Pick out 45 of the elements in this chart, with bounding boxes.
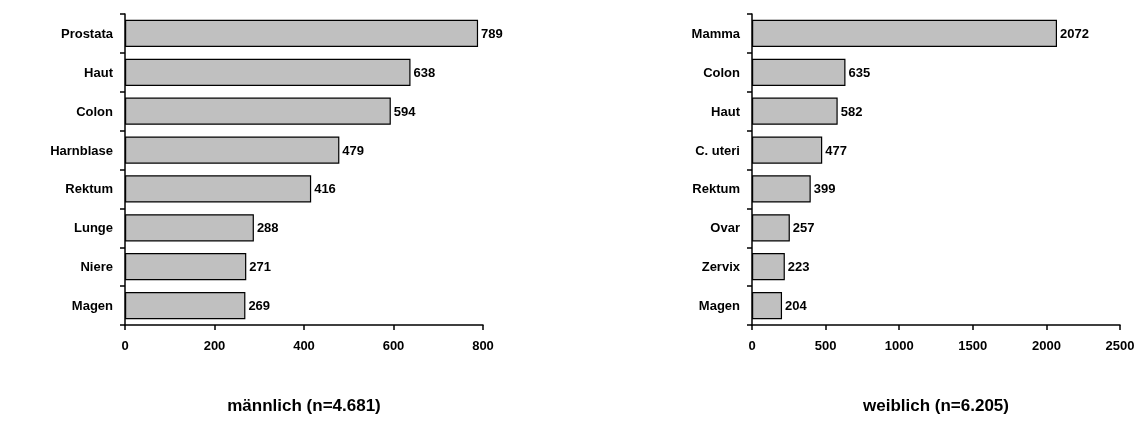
data-label: 204 [785, 298, 808, 314]
data-label: 582 [840, 103, 863, 119]
data-label: 288 [256, 220, 279, 236]
y-tick-label: Colon [76, 103, 114, 119]
x-tick-label: 200 [203, 338, 226, 353]
x-tick-label: 2500 [1105, 338, 1135, 353]
data-label: 594 [393, 103, 417, 119]
y-tick-label: Magen [698, 298, 741, 314]
y-tick-label: Colon [703, 64, 741, 80]
data-label: 638 [413, 64, 436, 80]
y-tick-label: Zervix [701, 259, 741, 275]
data-label: 399 [813, 181, 836, 197]
y-tick-label: Lunge [74, 220, 113, 236]
y-tick-label: Niere [80, 259, 113, 275]
y-tick-label: Magen [71, 298, 114, 314]
y-tick-label: Mamma [691, 25, 741, 41]
y-tick-label: Harnblase [50, 142, 113, 158]
y-tick-label: Ovar [710, 220, 740, 236]
data-label: 479 [342, 142, 365, 158]
y-tick-label: Haut [84, 64, 114, 80]
y-tick-label: Haut [711, 103, 741, 119]
x-tick-label: 400 [293, 338, 315, 353]
x-tick-label: 500 [814, 338, 837, 353]
x-tick-label: 600 [382, 338, 405, 353]
x-tick-label: 1500 [958, 338, 988, 353]
data-label: 2072 [1060, 25, 1089, 41]
x-tick-label: 800 [472, 338, 494, 353]
data-label: 635 [848, 64, 871, 80]
x-tick-label: 2000 [1031, 338, 1061, 353]
data-label: 269 [248, 298, 271, 314]
x-tick-label: 0 [748, 338, 756, 353]
y-tick-label: Rektum [692, 181, 740, 197]
data-label: 789 [481, 25, 503, 41]
data-label: 223 [787, 259, 810, 275]
data-label: 257 [792, 220, 815, 236]
x-tick-label: 0 [121, 338, 129, 353]
x-tick-label: 1000 [884, 338, 914, 353]
y-tick-label: Prostata [60, 25, 114, 41]
x-axis-title: männlich (n=4.681) [227, 396, 381, 415]
data-label: 477 [825, 142, 847, 158]
y-tick-label: Rektum [65, 181, 113, 197]
x-axis-title: weiblich (n=6.205) [862, 396, 1009, 415]
data-label: 271 [249, 259, 271, 275]
data-label: 416 [314, 181, 336, 197]
y-tick-label: C. uteri [695, 142, 740, 158]
